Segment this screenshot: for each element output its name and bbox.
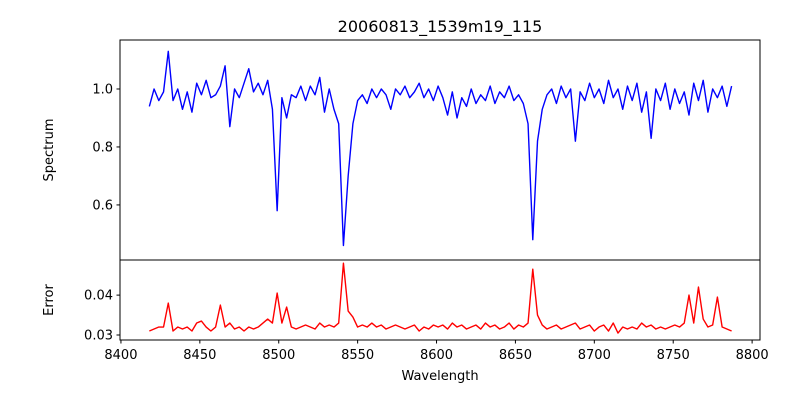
error-ytick-label: 0.03: [84, 329, 113, 344]
error-ytick-label: 0.04: [84, 289, 113, 304]
spectrum-ytick-label: 1.0: [92, 82, 113, 97]
xtick-label: 8800: [736, 348, 769, 363]
spectrum-series-line: [148, 50, 733, 247]
xtick-label: 8750: [657, 348, 690, 363]
error-axes-frame: [119, 259, 761, 341]
error-series-line: [149, 262, 732, 334]
x-axis-label: Wavelength: [401, 369, 478, 384]
xtick-label: 8400: [104, 348, 137, 363]
xtick-label: 8650: [499, 348, 532, 363]
xtick-label: 8600: [420, 348, 453, 363]
spectrum-ylabel: Spectrum: [42, 119, 57, 182]
spectrum-ytick-label: 0.6: [92, 198, 113, 213]
spectrum-ytick-label: 0.8: [92, 140, 113, 155]
xtick-label: 8700: [578, 348, 611, 363]
xtick-label: 8450: [183, 348, 216, 363]
xtick-label: 8500: [262, 348, 295, 363]
error-ylabel: Error: [42, 284, 57, 316]
chart-title: 20060813_1539m19_115: [338, 17, 543, 37]
error-axes: 0.03 0.04 8400 8450 8500 8550 8600 8650 8700 875…: [42, 259, 769, 384]
xtick-label: 8550: [341, 348, 374, 363]
